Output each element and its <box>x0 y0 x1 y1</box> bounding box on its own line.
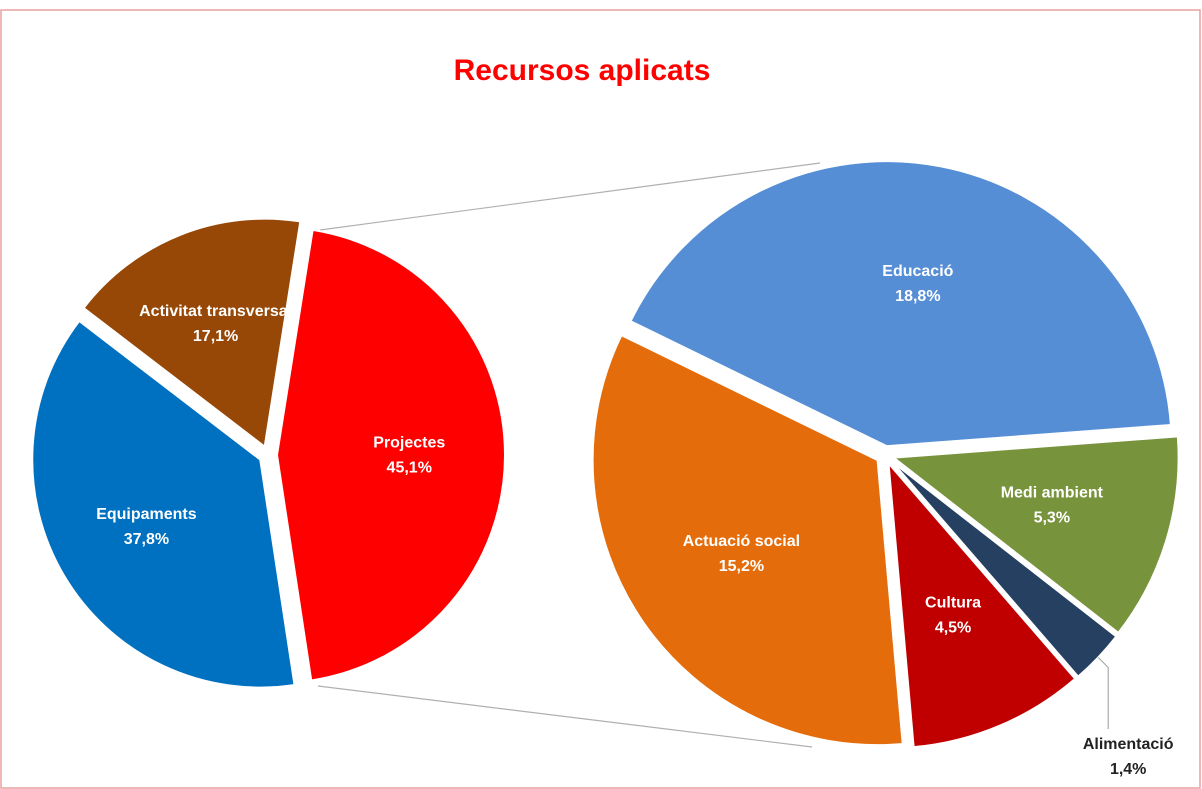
slice-value-label: 37,8% <box>124 531 169 548</box>
slice-label: Educació <box>882 263 953 280</box>
leader-line <box>1097 657 1109 729</box>
pie-slice <box>31 319 296 689</box>
slice-value-label: 15,2% <box>719 558 764 575</box>
slice-label: Equipaments <box>96 506 197 523</box>
slice-value-label: 18,8% <box>895 288 940 305</box>
slice-value-label: 1,4% <box>1110 761 1146 778</box>
slice-label: Alimentació <box>1083 736 1174 753</box>
pie-slice <box>591 333 904 747</box>
slice-value-label: 45,1% <box>387 460 432 477</box>
slice-value-label: 4,5% <box>935 620 971 637</box>
slice-label: Activitat transversal <box>139 303 292 320</box>
slice-label: Projectes <box>373 435 445 452</box>
pie-slice <box>890 435 1180 635</box>
slice-label: Medi ambient <box>1001 485 1104 502</box>
slice-label: Actuació social <box>683 533 800 550</box>
pie-slice <box>629 160 1172 448</box>
connector-line <box>317 685 813 748</box>
slice-value-label: 17,1% <box>193 328 238 345</box>
pie-slice <box>82 217 302 449</box>
slice-label: Cultura <box>925 595 981 612</box>
pie-slice <box>887 460 1077 749</box>
connector-line <box>319 162 821 231</box>
pie-slice <box>275 228 506 682</box>
slice-value-label: 5,3% <box>1034 510 1070 527</box>
chart-title: Recursos aplicats <box>454 54 711 87</box>
